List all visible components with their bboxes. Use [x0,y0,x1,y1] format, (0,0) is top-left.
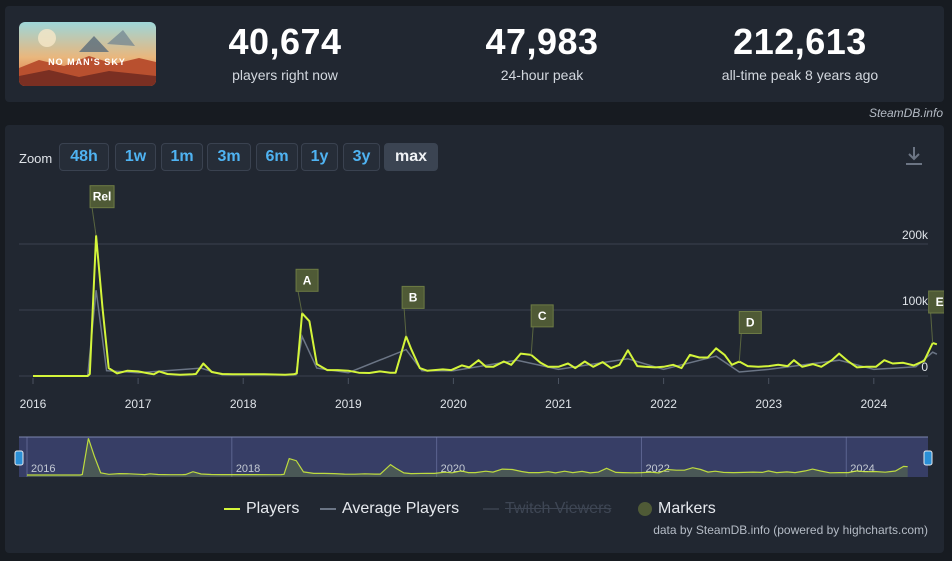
x-tick-label: 2016 [20,397,47,411]
highcharts-credit[interactable]: data by SteamDB.info (powered by highcha… [653,523,928,537]
x-tick-label: 2023 [755,397,782,411]
marker-flag[interactable] [295,268,319,292]
average-players-line [33,290,938,377]
stat-value: 47,983 [485,21,599,62]
zoom-1y-button[interactable]: 1y [301,143,338,171]
stat-value: 40,674 [228,21,342,62]
legend-markers[interactable]: Markers [638,497,716,521]
stat-value: 212,613 [733,21,867,62]
stat-label: players right now [232,67,338,83]
marker-connector [403,308,407,337]
marker-flag[interactable] [738,310,762,334]
marker-connector [738,333,742,362]
legend-players-line-icon [224,507,240,510]
navigator-left-handle[interactable] [14,450,24,466]
x-tick-label: 2022 [650,397,677,411]
players-chart[interactable]: 0 100k 200k 2016 2017 2018 2019 2020 2021 2022 202… [5,125,944,553]
zoom-3y-button[interactable]: 3y [343,143,380,171]
legend-twitch-viewers[interactable]: Twitch Viewers [483,497,611,521]
game-banner-art: NO MAN'S SKY [19,22,156,86]
x-tick-label: 2021 [545,397,572,411]
x-tick-label: 2017 [125,397,152,411]
banner-title: NO MAN'S SKY [48,57,126,67]
legend-players-label: Players [246,500,300,517]
stat-label: all-time peak 8 years ago [721,67,879,83]
legend-average-players[interactable]: Average Players [320,497,459,521]
navigator-tick-label: 2016 [31,463,55,475]
marker-connector [297,291,303,314]
navigator-right-handle[interactable] [923,450,933,466]
x-tick-label: 2018 [230,397,257,411]
zoom-1w-button[interactable]: 1w [115,143,156,171]
x-tick-label: 2019 [335,397,362,411]
marker-flag[interactable] [928,290,944,314]
x-tick-label: 2020 [440,397,467,411]
navigator-area [27,438,908,477]
stat-players-now: 40,674 players right now [165,20,405,84]
zoom-1m-button[interactable]: 1m [161,143,203,171]
zoom-label: Zoom [19,151,53,166]
stat-all-time-peak: 212,613 all-time peak 8 years ago [680,20,920,84]
zoom-6m-button[interactable]: 6m [256,143,298,171]
legend-twitch-label: Twitch Viewers [505,500,612,517]
marker-flag[interactable] [401,285,425,309]
marker-flag[interactable] [89,185,115,209]
legend-markers-label: Markers [658,500,716,517]
marker-label: E [936,295,944,309]
zoom-48h-button[interactable]: 48h [59,143,109,171]
zoom-max-button[interactable]: max [384,143,438,171]
players-line [33,234,938,377]
x-tick-label: 2024 [860,397,887,411]
legend-average-label: Average Players [342,500,460,517]
marker-label: A [303,273,312,287]
chart-legend: Players Average Players Twitch Viewers M… [5,497,944,521]
marker-label: Rel [93,190,112,204]
steamdb-credit-link[interactable]: SteamDB.info [868,106,943,120]
navigator-line [27,438,908,476]
game-banner-image[interactable]: NO MAN'S SKY [19,22,156,86]
legend-average-line-icon [320,507,336,510]
marker-connector [91,207,97,236]
legend-markers-dot-icon [638,501,652,516]
marker-label: D [746,315,755,329]
y-tick-label: 100k [902,294,929,308]
navigator-tick-label: 2018 [236,463,260,475]
marker-connector [930,312,934,344]
navigator-range[interactable] [19,437,928,477]
stat-label: 24-hour peak [500,67,584,83]
legend-twitch-line-icon [483,507,499,510]
marker-label: B [409,290,418,304]
stats-panel: NO MAN'S SKY 40,674 players right now 47… [5,6,944,102]
marker-connector [530,326,534,355]
marker-flag[interactable] [530,304,554,328]
legend-players[interactable]: Players [224,497,299,521]
download-icon[interactable] [904,145,924,167]
y-tick-label: 200k [902,228,929,242]
chart-panel: Zoom 48h 1w 1m 3m 6m 1y 3y max 0 100k 200k… [5,125,944,553]
marker-label: C [538,309,547,323]
y-tick-label: 0 [921,360,928,374]
zoom-3m-button[interactable]: 3m [207,143,251,171]
stat-24h-peak: 47,983 24-hour peak [422,20,662,84]
